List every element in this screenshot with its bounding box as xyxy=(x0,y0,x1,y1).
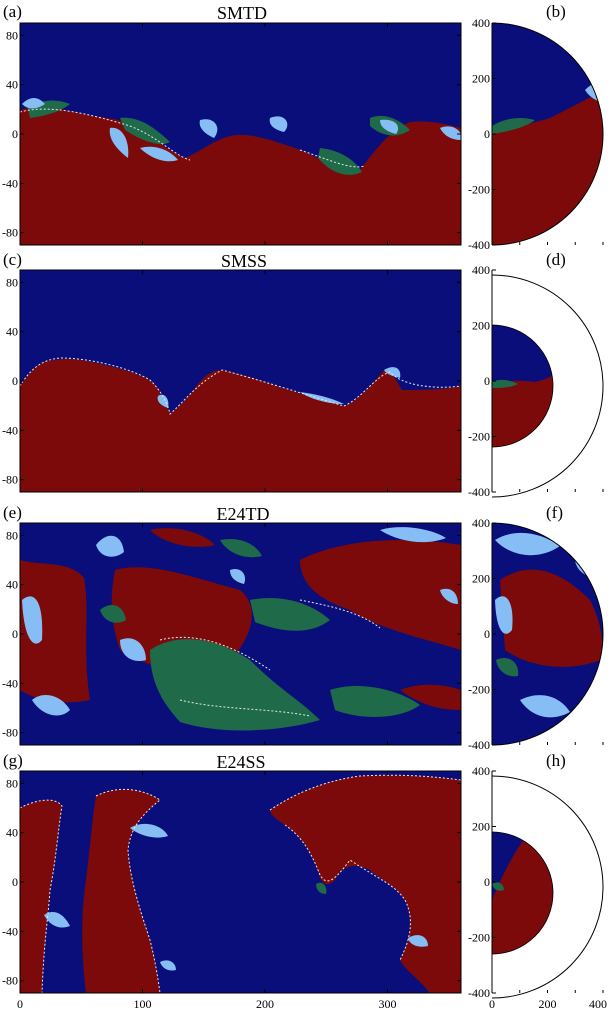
south-region-g xyxy=(20,775,461,993)
panel-title-g: E24SS xyxy=(216,752,265,772)
y-tick-label-6: -80 xyxy=(2,974,18,988)
r-tick-label-3: 400 xyxy=(472,263,490,277)
y-tick-label-4: 80 xyxy=(6,528,18,542)
y-tick-label-2: -40 xyxy=(2,423,18,437)
south-region-a xyxy=(20,106,461,245)
r-tick-label-7: -200 xyxy=(468,931,490,945)
panel-label-c: (c) xyxy=(3,250,22,269)
mixed-region-b xyxy=(492,118,535,134)
x-tick-label-6: 300 xyxy=(379,997,397,1011)
s-tick-label-7: 400 xyxy=(589,997,607,1011)
panel-g: (g) E24SS xyxy=(3,751,462,994)
inner-half-disk-outline-d xyxy=(491,324,554,448)
panel-title-e: E24TD xyxy=(217,504,270,524)
half-disk-outline-d xyxy=(491,274,604,498)
s-tick-label-7: 200 xyxy=(539,997,557,1011)
r-tick-label-5: 0 xyxy=(484,627,490,641)
south-region-h xyxy=(492,835,553,954)
mixed-region-h xyxy=(492,882,504,891)
r-tick-label-1: 200 xyxy=(472,72,490,86)
south-region-f xyxy=(500,569,602,667)
y-tick-label-4: 0 xyxy=(12,627,18,641)
mixed-region-g xyxy=(316,882,327,894)
y-tick-label-6: 40 xyxy=(6,826,18,840)
y-tick-label-6: 80 xyxy=(6,776,18,790)
panel-label-g: (g) xyxy=(3,751,23,770)
y-tick-label-2: -80 xyxy=(2,473,18,487)
half-disk-outline-b xyxy=(491,22,604,246)
y-tick-label-0: 40 xyxy=(6,78,18,92)
y-tick-label-6: 0 xyxy=(12,875,18,889)
panel-label-d: (d) xyxy=(546,250,566,269)
south-region-e xyxy=(20,528,461,710)
y-tick-label-4: -80 xyxy=(2,726,18,740)
r-tick-label-5: 400 xyxy=(472,516,490,530)
panel-e: (e) E24TD xyxy=(3,503,462,746)
contour-c xyxy=(20,357,461,415)
mixed-region-e xyxy=(100,538,420,731)
ticks-layer: 80400-40-8080400-40-8080400-40-8080400-4… xyxy=(2,16,607,1011)
r-tick-label-7: 400 xyxy=(472,764,490,778)
panel-d: (d) xyxy=(491,250,604,498)
x-tick-label-6: 0 xyxy=(17,997,23,1011)
s-tick-label-7: 0 xyxy=(489,997,495,1011)
y-tick-label-0: 0 xyxy=(12,127,18,141)
r-tick-label-5: 200 xyxy=(472,572,490,586)
mixed-region-d xyxy=(492,379,518,388)
panel-label-f: (f) xyxy=(546,503,563,522)
mixed-region-a xyxy=(28,100,410,175)
panel-label-h: (h) xyxy=(546,751,566,770)
panel-a: (a) SMTD xyxy=(3,2,462,246)
y-tick-label-4: -40 xyxy=(2,676,18,690)
y-tick-label-2: 40 xyxy=(6,325,18,339)
y-tick-label-2: 80 xyxy=(6,275,18,289)
contour-a xyxy=(20,108,366,168)
y-tick-label-0: -40 xyxy=(2,176,18,190)
r-tick-label-1: 400 xyxy=(472,16,490,30)
half-disk-outline-f xyxy=(491,522,604,746)
r-tick-label-1: -400 xyxy=(468,238,490,252)
panel-label-e: (e) xyxy=(3,503,22,522)
y-tick-label-0: -80 xyxy=(2,226,18,240)
r-tick-label-1: -200 xyxy=(468,183,490,197)
r-tick-label-3: -200 xyxy=(468,430,490,444)
r-tick-label-7: -400 xyxy=(468,986,490,1000)
panel-title-a: SMTD xyxy=(217,3,267,23)
contour-g xyxy=(20,774,461,993)
panel-label-b: (b) xyxy=(546,2,566,21)
x-tick-label-6: 100 xyxy=(134,997,152,1011)
r-tick-label-3: 0 xyxy=(484,374,490,388)
south-region-c xyxy=(20,359,461,492)
r-tick-label-3: 200 xyxy=(472,319,490,333)
panel-title-c: SMSS xyxy=(221,251,267,271)
y-tick-label-6: -40 xyxy=(2,924,18,938)
r-tick-label-3: -400 xyxy=(468,485,490,499)
r-tick-label-5: -400 xyxy=(468,738,490,752)
panel-h: (h) xyxy=(491,751,604,999)
mixed-region-f xyxy=(496,657,519,677)
y-tick-label-4: 40 xyxy=(6,578,18,592)
y-tick-label-0: 80 xyxy=(6,28,18,42)
panel-c: (c) SMSS xyxy=(3,250,462,493)
half-disk-outline-h xyxy=(491,775,604,999)
panel-f: (f) xyxy=(491,503,604,746)
inner-half-disk-outline-h xyxy=(491,831,554,955)
contour-e xyxy=(159,599,381,717)
panel-label-a: (a) xyxy=(3,2,22,21)
r-tick-label-1: 0 xyxy=(484,127,490,141)
r-tick-label-5: -200 xyxy=(468,683,490,697)
panel-b: (b) xyxy=(491,2,604,246)
r-tick-label-7: 0 xyxy=(484,875,490,889)
x-tick-label-6: 200 xyxy=(256,997,274,1011)
y-tick-label-2: 0 xyxy=(12,374,18,388)
r-tick-label-7: 200 xyxy=(472,820,490,834)
